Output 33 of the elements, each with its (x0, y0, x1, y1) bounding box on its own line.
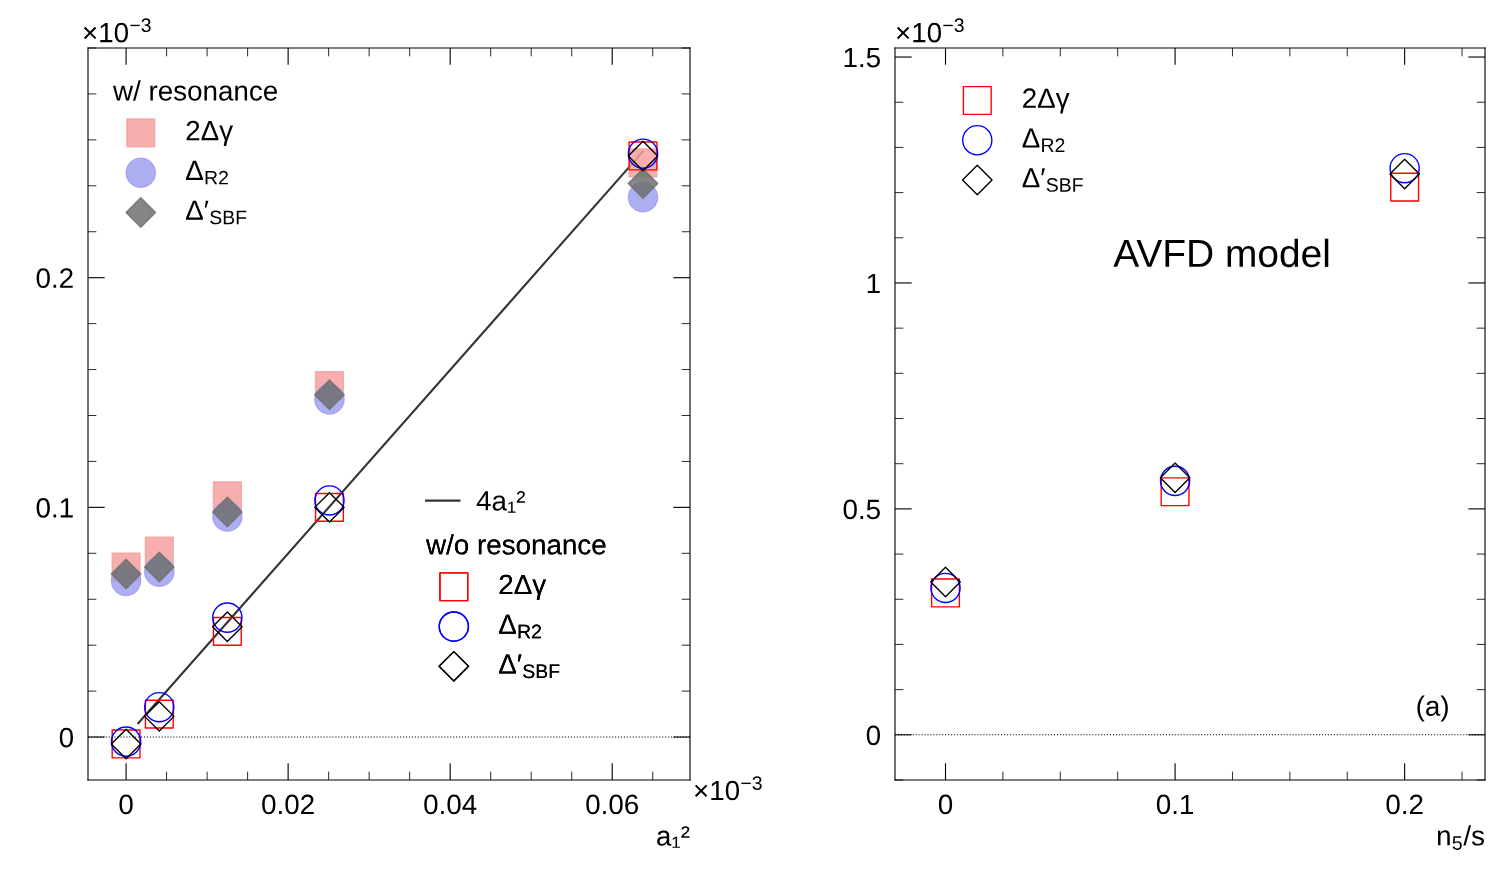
legend-label: Δ′$_{SBF}$ (186, 200, 247, 225)
annotation: AVFD model (1113, 238, 1329, 268)
y-tick-label: 1 (867, 273, 880, 294)
y-tick-label: 0 (59, 727, 74, 748)
legend-label: 2Δγ (1023, 88, 1070, 114)
x-tick-label: 0.2 (1386, 794, 1423, 815)
x-axis-title: a₁² (657, 826, 690, 848)
y-tick-label: 0.1 (36, 498, 73, 518)
legend-label: 2Δγ (499, 574, 547, 600)
legend-label: Δ$_{R2}$ (499, 614, 541, 639)
legend-label: Δ′$_{SBF}$ (1022, 168, 1083, 192)
y-tick-label: 1.5 (844, 47, 880, 68)
text: w/o resonance (426, 534, 606, 555)
x-tick-label: 0.1 (1156, 794, 1194, 815)
legend-label: 2Δγ (186, 120, 234, 146)
legend-label: Δ$_{R2}$ (1022, 128, 1065, 152)
x-tick-label: 0 (938, 794, 953, 815)
y-tick-label: 0 (866, 725, 881, 746)
text: w/ resonance (112, 80, 277, 101)
legend-label: 4a₁² (476, 491, 526, 513)
x-axis-title: n$_{5}$/s (1437, 825, 1484, 850)
legend-label: Δ$_{R2}$ (186, 160, 228, 185)
x-tick-label: 0.02 (262, 794, 314, 815)
x-tick-label: 0.04 (424, 794, 477, 815)
text: ×10$^{−3}$ (83, 18, 151, 43)
legend-label: Δ′$_{SBF}$ (499, 654, 560, 679)
x-tick-label: 0 (119, 794, 133, 815)
text: ×10$^{−3}$ (694, 776, 762, 801)
text: ×10$^{−3}$ (896, 18, 964, 43)
y-tick-label: 0.5 (843, 499, 880, 520)
annotation: (a) (1417, 695, 1448, 722)
y-tick-label: 0.2 (36, 268, 73, 289)
x-tick-label: 0.06 (586, 794, 639, 815)
